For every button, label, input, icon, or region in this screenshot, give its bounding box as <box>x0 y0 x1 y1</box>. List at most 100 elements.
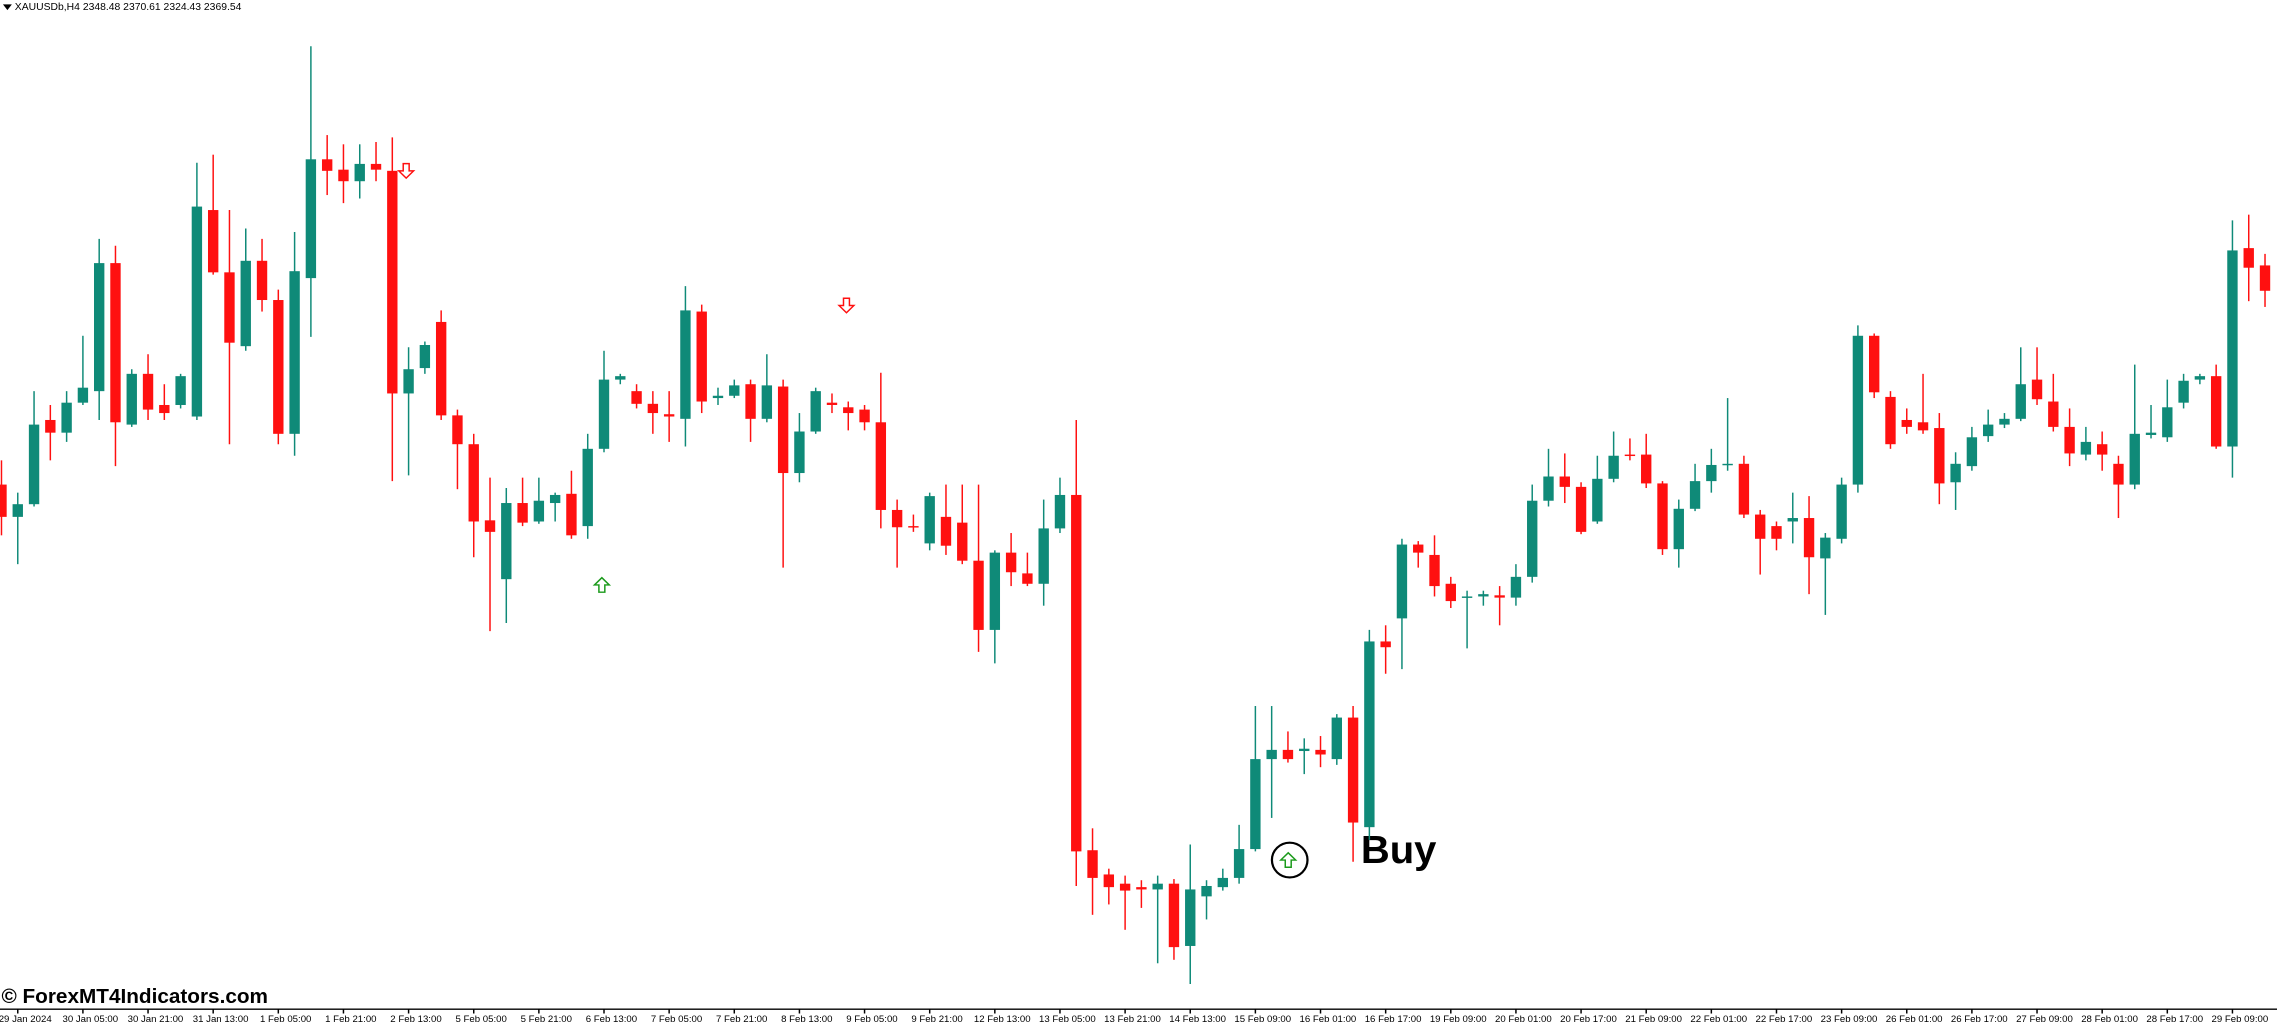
candle-body <box>957 522 968 561</box>
candle-body <box>240 260 251 347</box>
candle-body <box>142 373 154 410</box>
candle-body <box>1103 874 1115 888</box>
candle-body <box>712 395 724 399</box>
candle-body <box>468 444 479 522</box>
candle-body <box>1494 595 1505 598</box>
candle-body <box>1315 749 1326 755</box>
x-tick-label: 27 Feb 09:00 <box>2016 1014 2073 1025</box>
candle-body <box>2162 407 2173 438</box>
candle-body <box>321 159 333 171</box>
candle-body <box>45 419 56 433</box>
candle-body <box>2178 380 2189 403</box>
candle-body <box>680 310 691 419</box>
candle-body <box>777 386 789 474</box>
candle-body <box>12 504 23 517</box>
x-tick-label: 6 Feb 13:00 <box>586 1014 637 1025</box>
candle-body <box>1771 526 1782 539</box>
candle-body <box>1982 424 1994 437</box>
candle-body <box>729 385 740 396</box>
candle-body <box>403 369 414 394</box>
buy-arrow <box>1279 851 1298 869</box>
candle-body <box>1885 396 1896 445</box>
x-tick-label: 20 Feb 01:00 <box>1495 1014 1552 1025</box>
x-tick-label: 22 Feb 01:00 <box>1690 1014 1747 1025</box>
candle-body <box>1869 335 1880 393</box>
candle-body <box>126 373 137 425</box>
candle-body <box>1233 849 1245 878</box>
header-triangle <box>2 4 12 11</box>
candle-body <box>435 321 447 416</box>
candle-body <box>1087 850 1098 878</box>
x-tick-label: 31 Jan 13:00 <box>193 1014 249 1025</box>
candle-body <box>1413 544 1424 553</box>
x-tick-label: 26 Feb 17:00 <box>1951 1014 2008 1025</box>
sell-arrow <box>396 162 416 180</box>
candle-body <box>859 409 870 423</box>
candle-body <box>810 391 821 432</box>
candle-body <box>1461 596 1473 598</box>
candle-body <box>1119 883 1131 891</box>
candle-body <box>761 385 773 419</box>
candle-body <box>598 379 610 449</box>
candle-body <box>891 509 903 528</box>
candle-body <box>2064 426 2075 454</box>
sell-arrow <box>837 297 856 314</box>
x-tick-label: 30 Jan 05:00 <box>62 1014 118 1025</box>
candle-body <box>2015 384 2026 419</box>
candle-body <box>1022 573 1033 584</box>
candle-body <box>1364 641 1375 828</box>
candle-body <box>826 402 838 405</box>
candle-body <box>419 345 431 369</box>
candle-body <box>273 300 284 434</box>
candle-body <box>1543 476 1554 501</box>
candle-body <box>1852 335 1864 485</box>
candle-body <box>1934 428 1945 484</box>
watermark: © ForexMT4Indicators.com <box>1 985 268 1008</box>
candle-body <box>663 414 675 417</box>
candle-body <box>1608 455 1619 479</box>
candle-body <box>0 484 7 517</box>
candle-body <box>289 271 300 434</box>
candle-body <box>1559 476 1570 487</box>
x-tick-label: 9 Feb 21:00 <box>911 1014 962 1025</box>
candle-body <box>1282 749 1294 760</box>
candle-body <box>908 526 919 528</box>
x-tick-label: 1 Feb 05:00 <box>260 1014 311 1025</box>
candle-body <box>615 376 626 380</box>
x-tick-label: 5 Feb 05:00 <box>455 1014 506 1025</box>
candle-body <box>305 159 317 279</box>
candle-body <box>1820 537 1831 559</box>
x-tick-label: 5 Feb 21:00 <box>521 1014 572 1025</box>
candle-body <box>1071 494 1082 852</box>
candle-body <box>2227 250 2238 447</box>
candle-body <box>875 422 887 510</box>
candle-body <box>1917 422 1929 431</box>
candle-body <box>338 169 349 182</box>
candle-body <box>989 552 1001 630</box>
candle-body <box>566 493 577 536</box>
x-tick-label: 29 Jan 2024 <box>0 1014 52 1025</box>
candle-body <box>1299 748 1310 752</box>
candle-body <box>2080 441 2092 455</box>
x-tick-label: 9 Feb 05:00 <box>846 1014 897 1025</box>
buy-annotation: Buy <box>1361 829 1437 872</box>
x-tick-label: 16 Feb 01:00 <box>1300 1014 1357 1025</box>
candle-body <box>110 263 121 423</box>
candle-body <box>2194 376 2206 380</box>
candle-body <box>794 431 805 474</box>
x-tick-label: 29 Feb 09:00 <box>2211 1014 2268 1025</box>
candle-body <box>647 403 659 414</box>
x-tick-label: 23 Feb 09:00 <box>1821 1014 1878 1025</box>
candle-body <box>1152 883 1163 890</box>
candle-body <box>1901 419 1912 427</box>
candle-body <box>843 407 854 414</box>
x-tick-label: 21 Feb 09:00 <box>1625 1014 1682 1025</box>
candle-body <box>1657 483 1668 550</box>
candle-body <box>2243 248 2254 268</box>
x-tick-label: 30 Jan 21:00 <box>128 1014 184 1025</box>
candle-body <box>2210 376 2222 447</box>
candle-body <box>207 210 219 273</box>
candle-body <box>1217 877 1229 888</box>
candle-body <box>1185 889 1196 946</box>
x-tick-label: 20 Feb 17:00 <box>1560 1014 1617 1025</box>
